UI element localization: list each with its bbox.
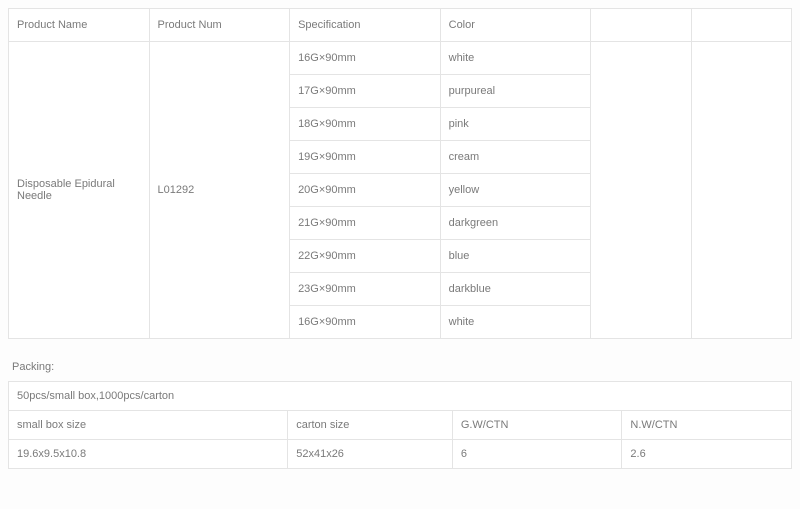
cell-color: purpureal xyxy=(440,75,591,108)
value-carton-size: 52x41x26 xyxy=(288,440,453,469)
cell-color: pink xyxy=(440,108,591,141)
cell-spec: 20G×90mm xyxy=(290,174,441,207)
value-nw: 2.6 xyxy=(622,440,792,469)
cell-color: white xyxy=(440,42,591,75)
header-specification: Specification xyxy=(290,9,441,42)
cell-color: yellow xyxy=(440,174,591,207)
value-gw: 6 xyxy=(452,440,622,469)
cell-color: darkblue xyxy=(440,273,591,306)
header-carton-size: carton size xyxy=(288,411,453,440)
header-nw: N.W/CTN xyxy=(622,411,792,440)
cell-color: white xyxy=(440,306,591,339)
cell-spec: 23G×90mm xyxy=(290,273,441,306)
cell-spec: 22G×90mm xyxy=(290,240,441,273)
cell-spec: 16G×90mm xyxy=(290,306,441,339)
cell-color: darkgreen xyxy=(440,207,591,240)
header-color: Color xyxy=(440,9,591,42)
header-empty-2 xyxy=(691,9,791,42)
cell-empty-2 xyxy=(691,42,791,339)
packing-summary-row: 50pcs/small box,1000pcs/carton xyxy=(9,382,792,411)
packing-summary: 50pcs/small box,1000pcs/carton xyxy=(9,382,792,411)
product-spec-table: Product Name Product Num Specification C… xyxy=(8,8,792,339)
cell-product-name: Disposable Epidural Needle xyxy=(9,42,150,339)
header-product-num: Product Num xyxy=(149,9,290,42)
cell-color: blue xyxy=(440,240,591,273)
packing-value-row: 19.6x9.5x10.8 52x41x26 6 2.6 xyxy=(9,440,792,469)
header-product-name: Product Name xyxy=(9,9,150,42)
cell-product-num: L01292 xyxy=(149,42,290,339)
table-header-row: Product Name Product Num Specification C… xyxy=(9,9,792,42)
cell-spec: 19G×90mm xyxy=(290,141,441,174)
table-row: Disposable Epidural Needle L01292 16G×90… xyxy=(9,42,792,75)
cell-spec: 16G×90mm xyxy=(290,42,441,75)
header-gw: G.W/CTN xyxy=(452,411,622,440)
value-small-box-size: 19.6x9.5x10.8 xyxy=(9,440,288,469)
cell-empty-1 xyxy=(591,42,691,339)
cell-spec: 17G×90mm xyxy=(290,75,441,108)
packing-table: 50pcs/small box,1000pcs/carton small box… xyxy=(8,381,792,469)
cell-color: cream xyxy=(440,141,591,174)
header-small-box-size: small box size xyxy=(9,411,288,440)
cell-spec: 21G×90mm xyxy=(290,207,441,240)
header-empty-1 xyxy=(591,9,691,42)
cell-spec: 18G×90mm xyxy=(290,108,441,141)
packing-header-row: small box size carton size G.W/CTN N.W/C… xyxy=(9,411,792,440)
packing-label: Packing: xyxy=(8,361,792,373)
